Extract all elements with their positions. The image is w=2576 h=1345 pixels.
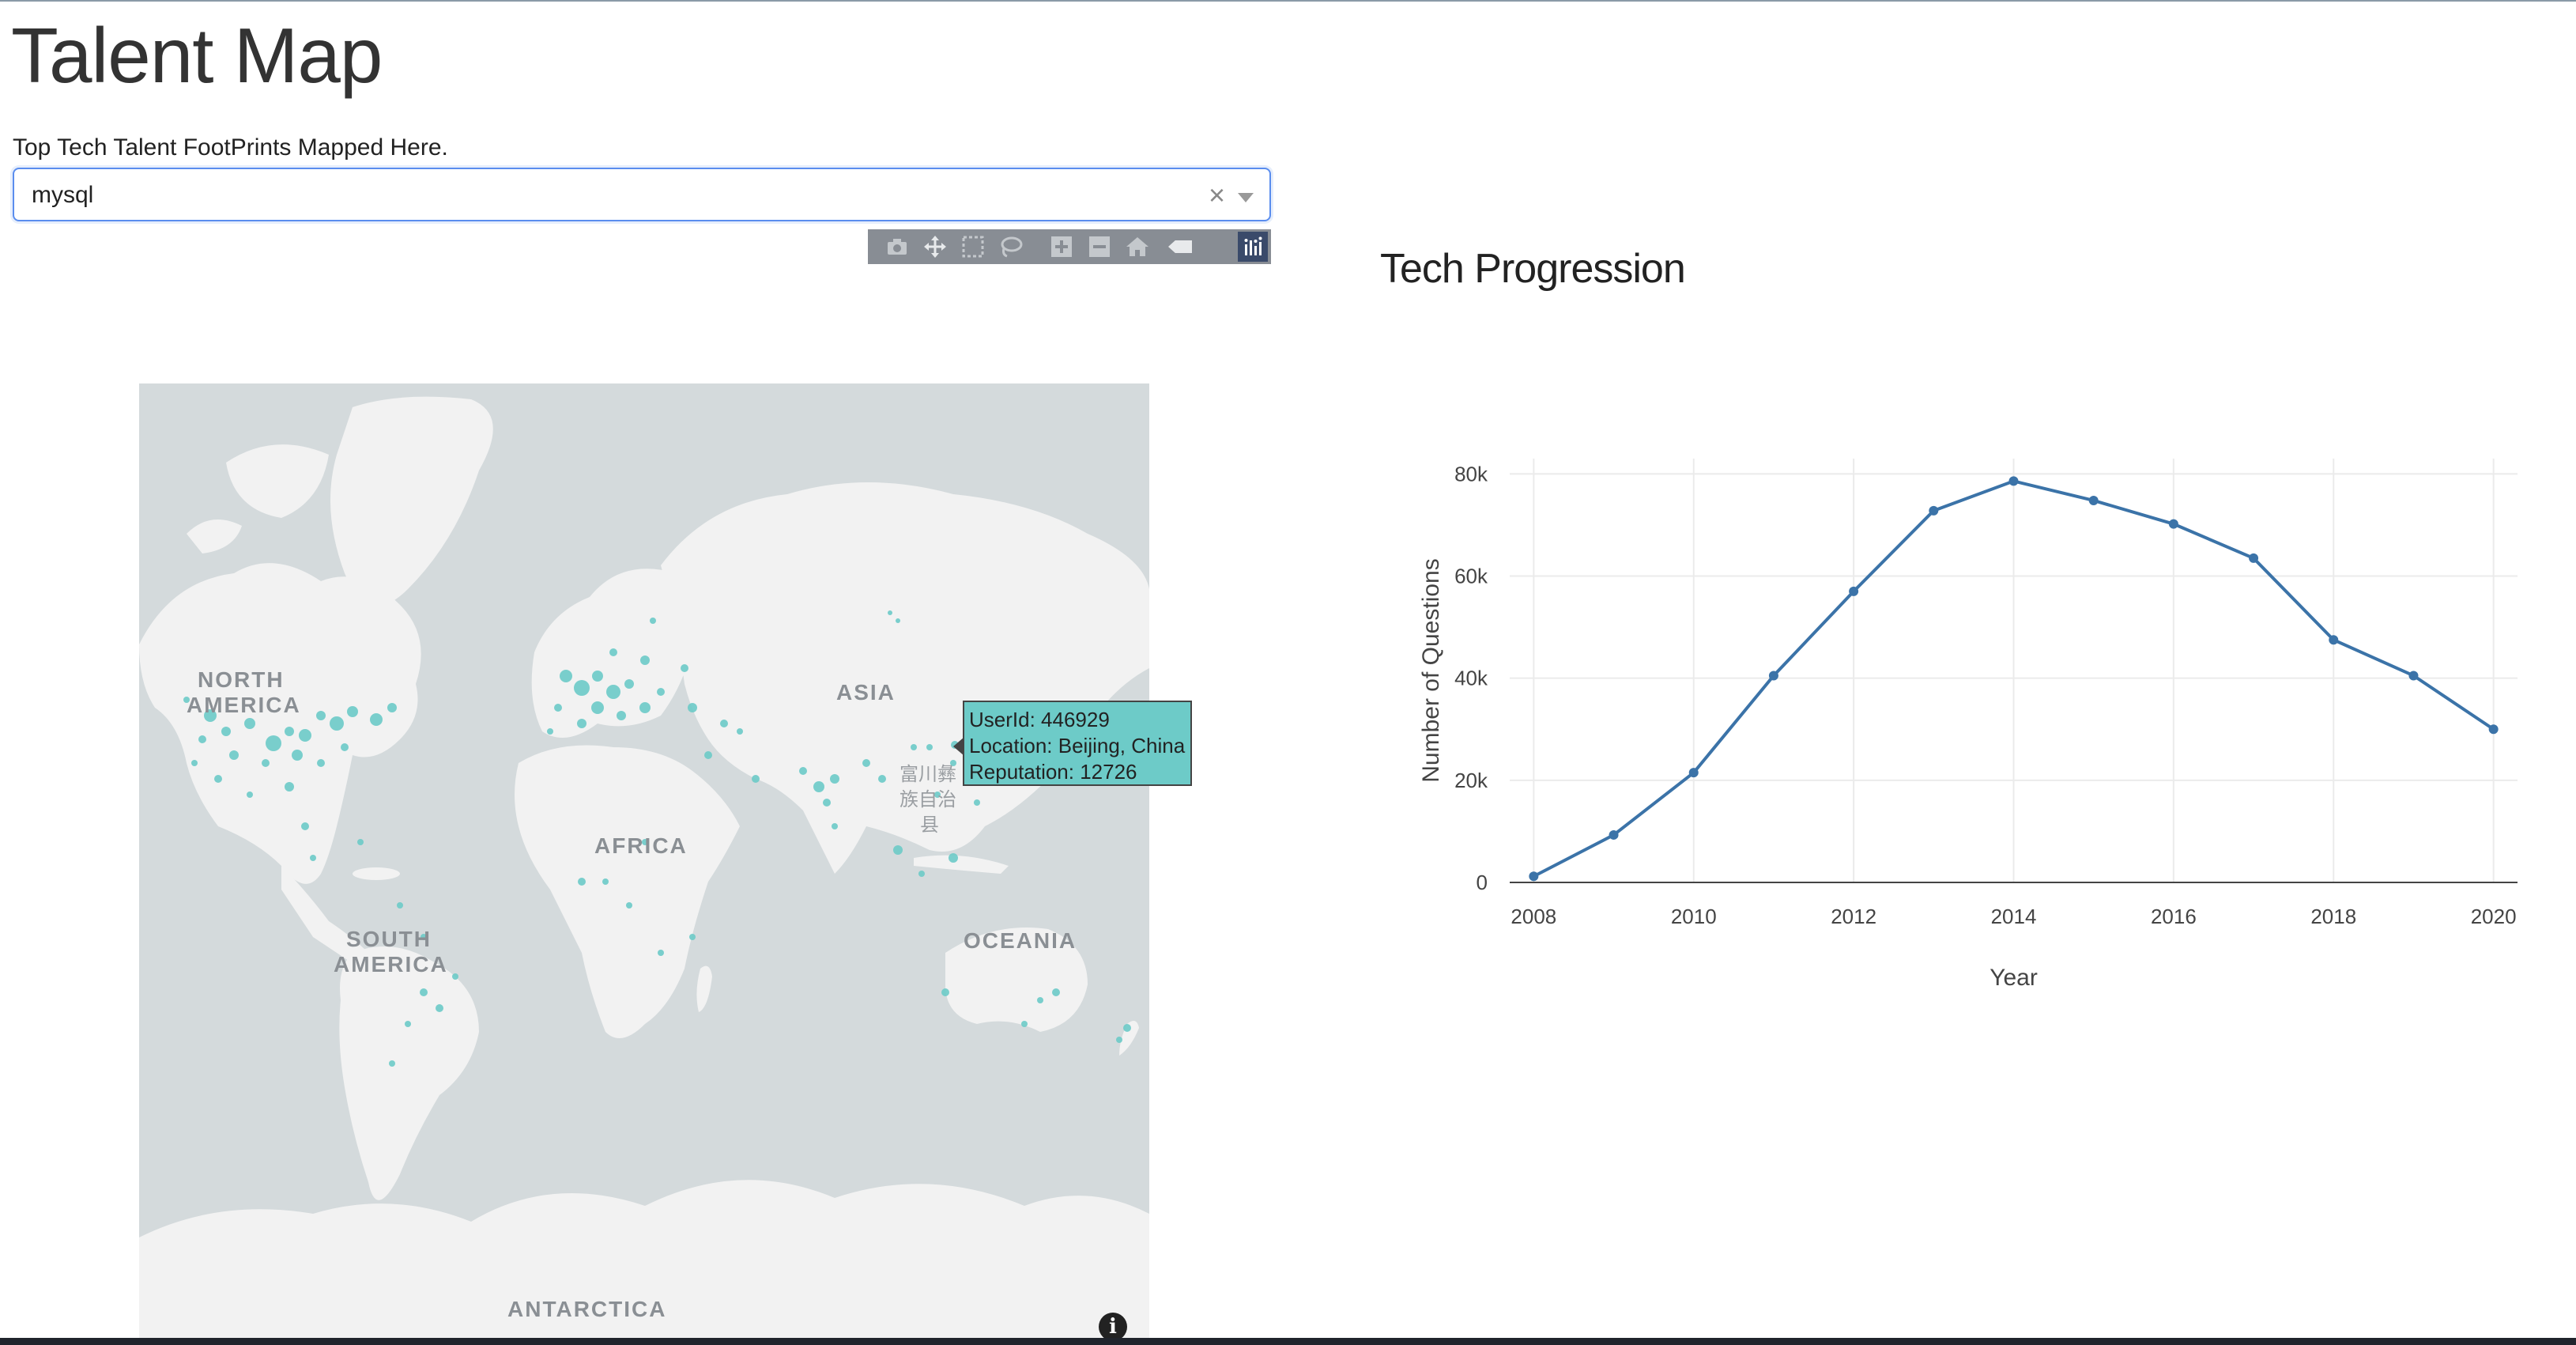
data-point bbox=[2408, 671, 2419, 681]
toggle-hover-icon[interactable] bbox=[1168, 235, 1192, 259]
map-label-north-america: NORTH bbox=[198, 667, 285, 692]
tooltip-location: Location: Beijing, China bbox=[969, 734, 1186, 758]
line-chart-svg: 2008 2010 2012 2014 2016 2018 2020 0 20k 40k 60k 80… bbox=[1418, 459, 2518, 991]
pan-icon[interactable] bbox=[923, 235, 947, 259]
x-tick-label: 2010 bbox=[1671, 905, 1717, 928]
x-tick-label: 2014 bbox=[1991, 905, 2037, 928]
data-point bbox=[2168, 519, 2178, 529]
x-tick-label: 2012 bbox=[1831, 905, 1876, 928]
map-place-label: 族自治 bbox=[900, 788, 956, 810]
map-hover-tooltip: UserId: 446929 Location: Beijing, China … bbox=[953, 701, 1192, 786]
box-select-icon[interactable] bbox=[961, 235, 985, 259]
reset-home-icon[interactable] bbox=[1126, 235, 1149, 259]
zoom-in-icon[interactable] bbox=[1050, 235, 1073, 259]
data-point bbox=[1529, 871, 1539, 882]
tooltip-userid: UserId: 446929 bbox=[969, 708, 1110, 731]
map-label-north-america: AMERICA bbox=[187, 693, 301, 717]
plotly-logo-icon[interactable] bbox=[1238, 232, 1268, 262]
data-point bbox=[1849, 586, 1859, 596]
clear-icon[interactable]: × bbox=[1208, 179, 1225, 211]
map-label-oceania: OCEANIA bbox=[964, 928, 1077, 953]
page-title: Talent Map bbox=[11, 12, 383, 99]
chevron-down-icon[interactable] bbox=[1238, 193, 1254, 202]
map-place-label: 县 bbox=[920, 814, 939, 836]
top-border bbox=[0, 0, 2576, 2]
data-point bbox=[2088, 495, 2099, 505]
data-point bbox=[2249, 553, 2259, 563]
y-tick-label: 80k bbox=[1454, 462, 1488, 485]
map-label-south-america: AMERICA bbox=[334, 952, 448, 977]
data-point bbox=[2008, 476, 2019, 486]
tech-select-value: mysql bbox=[32, 182, 94, 208]
tooltip-reputation: Reputation: 12726 bbox=[969, 760, 1137, 784]
map-label-south-america: SOUTH bbox=[346, 927, 432, 951]
plot-modebar bbox=[868, 229, 1271, 264]
map-place-label: 富川彝 bbox=[900, 763, 956, 785]
map-label-asia: ASIA bbox=[836, 680, 896, 705]
x-tick-label: 2020 bbox=[2471, 905, 2517, 928]
page-subtitle: Top Tech Talent FootPrints Mapped Here. bbox=[13, 134, 448, 161]
tech-progression-chart[interactable]: 2008 2010 2012 2014 2016 2018 2020 0 20k 40k 60k 80… bbox=[1415, 443, 2537, 1012]
map-label-africa: AFRICA bbox=[594, 833, 688, 858]
data-point bbox=[1929, 505, 1939, 516]
window-bottom-bar bbox=[0, 1338, 2576, 1345]
chart-title: Tech Progression bbox=[1380, 246, 1686, 292]
zoom-out-icon[interactable] bbox=[1088, 235, 1111, 259]
y-tick-label: 20k bbox=[1454, 769, 1488, 792]
tech-select-dropdown[interactable]: mysql × bbox=[13, 168, 1271, 221]
y-tick-label: 40k bbox=[1454, 667, 1488, 690]
data-point bbox=[1688, 768, 1699, 778]
data-point bbox=[2329, 635, 2339, 645]
x-tick-label: 2016 bbox=[2151, 905, 2197, 928]
map-label-antarctica: ANTARCTICA bbox=[507, 1297, 666, 1321]
lasso-icon[interactable] bbox=[999, 235, 1023, 259]
y-tick-label: 60k bbox=[1454, 565, 1488, 588]
x-tick-label: 2008 bbox=[1511, 905, 1556, 928]
data-point bbox=[1768, 671, 1778, 681]
y-axis-title: Number of Questions bbox=[1418, 558, 1444, 782]
x-tick-label: 2018 bbox=[2310, 905, 2356, 928]
x-axis-title: Year bbox=[1990, 965, 2038, 991]
data-point bbox=[1609, 829, 1619, 840]
camera-icon[interactable] bbox=[885, 235, 909, 259]
info-icon[interactable]: i bbox=[1099, 1313, 1127, 1341]
talent-map[interactable]: NORTH AMERICA SOUTH AMERICA ASIA AFRICA … bbox=[139, 383, 1149, 1345]
y-tick-label: 0 bbox=[1477, 871, 1488, 894]
data-point bbox=[2488, 724, 2499, 735]
